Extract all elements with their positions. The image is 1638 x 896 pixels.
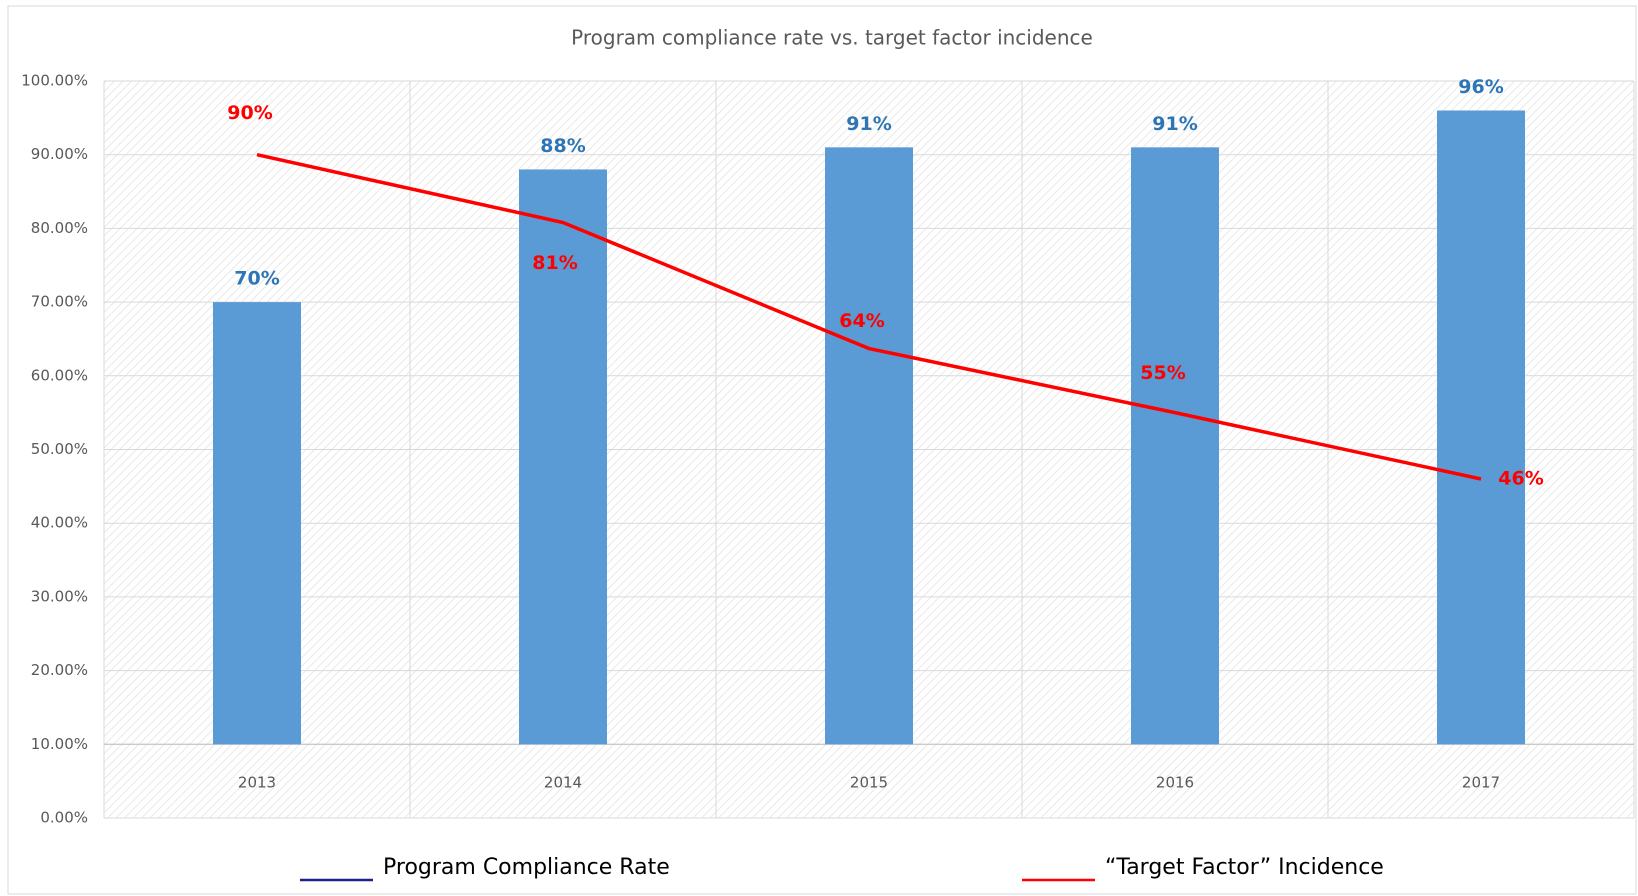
y-tick-label: 40.00%	[31, 514, 88, 532]
data-label: 81%	[532, 252, 577, 274]
x-tick-label: 2015	[850, 774, 888, 792]
data-label: 64%	[839, 310, 884, 332]
bar	[519, 169, 607, 745]
bar	[1437, 110, 1525, 745]
y-tick-label: 100.00%	[21, 72, 88, 90]
bar	[213, 302, 301, 745]
y-tick-label: 80.00%	[31, 219, 88, 237]
data-label: 90%	[227, 102, 272, 124]
data-label: 88%	[540, 135, 585, 157]
y-tick-label: 90.00%	[31, 145, 88, 163]
y-tick-label: 0.00%	[40, 809, 88, 827]
y-tick-label: 70.00%	[31, 293, 88, 311]
x-tick-label: 2016	[1156, 774, 1194, 792]
y-tick-label: 60.00%	[31, 366, 88, 384]
data-label: 91%	[1152, 113, 1197, 135]
legend-label: Program Compliance Rate	[383, 855, 670, 880]
line	[256, 152, 1482, 481]
data-label: 70%	[234, 268, 279, 290]
data-label: 91%	[846, 113, 891, 135]
y-tick-label: 20.00%	[31, 661, 88, 679]
legend-label: “Target Factor” Incidence	[1105, 855, 1384, 880]
y-tick-label: 30.00%	[31, 587, 88, 605]
y-tick-label: 10.00%	[31, 735, 88, 753]
x-tick-label: 2017	[1462, 774, 1500, 792]
chart-title: Program compliance rate vs. target facto…	[571, 26, 1093, 50]
data-label: 96%	[1458, 76, 1503, 98]
x-tick-label: 2013	[238, 774, 276, 792]
data-label: 46%	[1498, 467, 1543, 489]
y-tick-label: 50.00%	[31, 440, 88, 458]
data-label: 55%	[1140, 362, 1185, 384]
x-tick-label: 2014	[544, 774, 582, 792]
bar	[825, 147, 913, 745]
bar	[1131, 147, 1219, 745]
